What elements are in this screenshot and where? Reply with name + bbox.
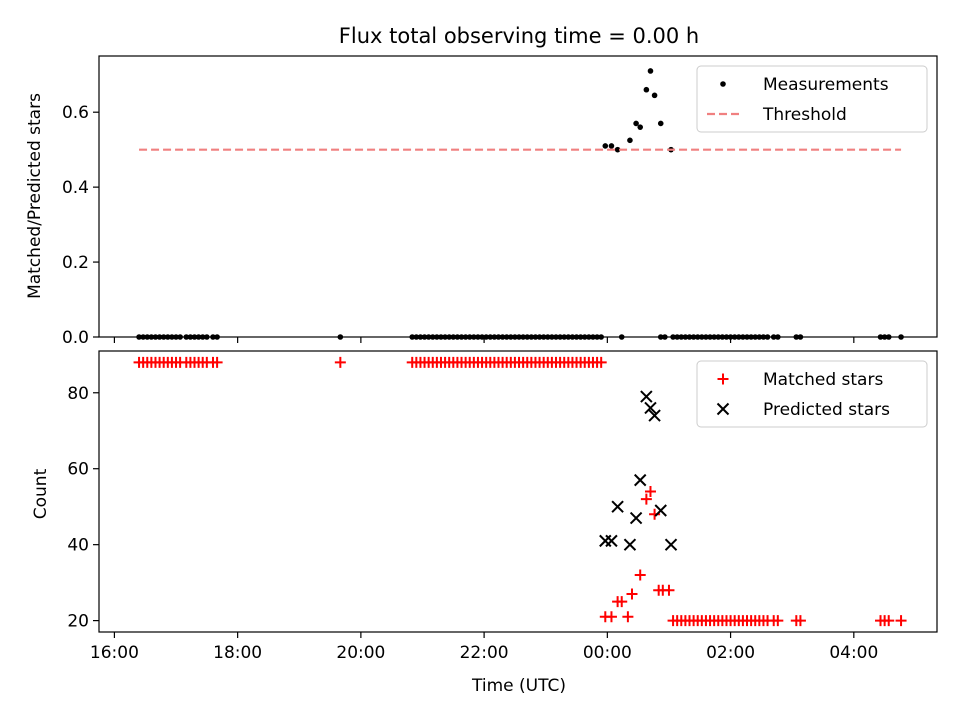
matched-stars-point — [622, 611, 634, 623]
bottom-panel-x-ticks: 16:00 18:00 20:00 22:00 00:00 02:00 04:00 — [90, 632, 878, 663]
measurements-point — [614, 146, 621, 153]
matched-stars-point — [640, 493, 652, 505]
legend-label: Measurements — [763, 75, 889, 95]
x-axis-label: Time (UTC) — [471, 676, 566, 696]
measurements-point — [657, 120, 664, 127]
matched-stars-point — [334, 356, 346, 368]
legend-key — [716, 402, 730, 416]
bottom-panel: 20 40 60 80 16:00 18:00 20:00 22:00 00:00 02:00 0… — [31, 350, 938, 663]
matched-stars-point — [663, 584, 675, 596]
measurements-point — [608, 143, 615, 149]
predicted-stars-point — [629, 511, 643, 525]
bottom-panel-frame — [98, 350, 938, 633]
measurements-point — [651, 92, 658, 99]
x-tick-label: 20:00 — [336, 643, 385, 663]
legend-key — [720, 81, 726, 87]
x-tick-label: 04:00 — [829, 643, 878, 663]
predicted-stars-point — [634, 473, 647, 487]
legend-box — [696, 360, 928, 428]
matched-stars-point — [883, 615, 895, 627]
x-tick-label: 00:00 — [583, 643, 632, 663]
matched-stars-point — [895, 615, 907, 627]
y-tick-label: 0.0 — [62, 328, 89, 348]
measurements-point — [637, 124, 644, 130]
bottom-panel-y-ticks: 20 40 60 80 — [67, 384, 99, 632]
top-panel-y-axis-label: Matched/Predicted stars — [25, 93, 45, 299]
legend-label: Threshold — [762, 105, 847, 125]
matched-stars-point — [626, 588, 638, 600]
predicted-stars-point — [644, 401, 657, 415]
predicted-stars-point — [664, 538, 678, 551]
measurements-point — [602, 143, 609, 149]
legend-label: Matched stars — [763, 370, 883, 390]
x-tick-label: 22:00 — [460, 643, 509, 663]
bottom-panel-marks — [133, 356, 907, 627]
top-panel-y-ticks: 0.0 0.2 0.4 0.6 — [62, 103, 99, 348]
top-panel-legend: Measurements Threshold — [696, 65, 928, 133]
predicted-stars-point — [640, 390, 653, 403]
measurements-point — [627, 137, 633, 144]
y-tick-label: 60 — [67, 460, 89, 480]
y-tick-label: 80 — [67, 384, 89, 404]
chart-title: Flux total observing time = 0.00 h — [339, 24, 699, 48]
measurements-point — [633, 120, 639, 127]
y-tick-label: 0.2 — [62, 253, 89, 273]
y-tick-label: 40 — [67, 536, 89, 556]
matched-stars-point — [772, 615, 784, 627]
bottom-panel-y-axis-label: Count — [31, 468, 51, 519]
predicted-stars-point — [605, 534, 618, 548]
x-tick-label: 16:00 — [90, 643, 139, 663]
measurements-point — [643, 86, 650, 93]
predicted-stars-point — [648, 409, 661, 422]
matched-stars-point — [616, 596, 628, 608]
y-tick-label: 0.4 — [62, 178, 89, 198]
matched-stars-point — [605, 611, 617, 623]
matched-stars-point — [634, 569, 646, 581]
y-tick-label: 20 — [67, 612, 89, 632]
top-panel-frame — [98, 55, 938, 338]
predicted-stars-point — [654, 504, 667, 517]
bottom-panel-legend: Matched stars Predicted stars — [696, 360, 928, 428]
predicted-stars-point — [599, 534, 612, 548]
matched-stars-point — [595, 356, 607, 368]
x-tick-label: 18:00 — [213, 643, 262, 663]
legend-box — [696, 65, 928, 133]
matched-stars-point — [644, 486, 656, 497]
top-panel-x-ticks — [113, 337, 855, 343]
measurements-point — [647, 68, 654, 74]
matched-stars-point — [211, 356, 223, 368]
x-tick-label: 02:00 — [706, 643, 755, 663]
predicted-stars-point — [611, 500, 624, 513]
matched-stars-point — [649, 508, 661, 520]
y-tick-label: 0.6 — [62, 103, 89, 123]
legend-label: Predicted stars — [763, 400, 890, 420]
predicted-stars-point — [623, 538, 637, 551]
matched-stars-point — [794, 615, 806, 627]
legend-key — [717, 373, 729, 385]
top-panel: 0.0 0.2 0.4 0.6 Matched/Predicted stars Mea… — [25, 55, 938, 348]
